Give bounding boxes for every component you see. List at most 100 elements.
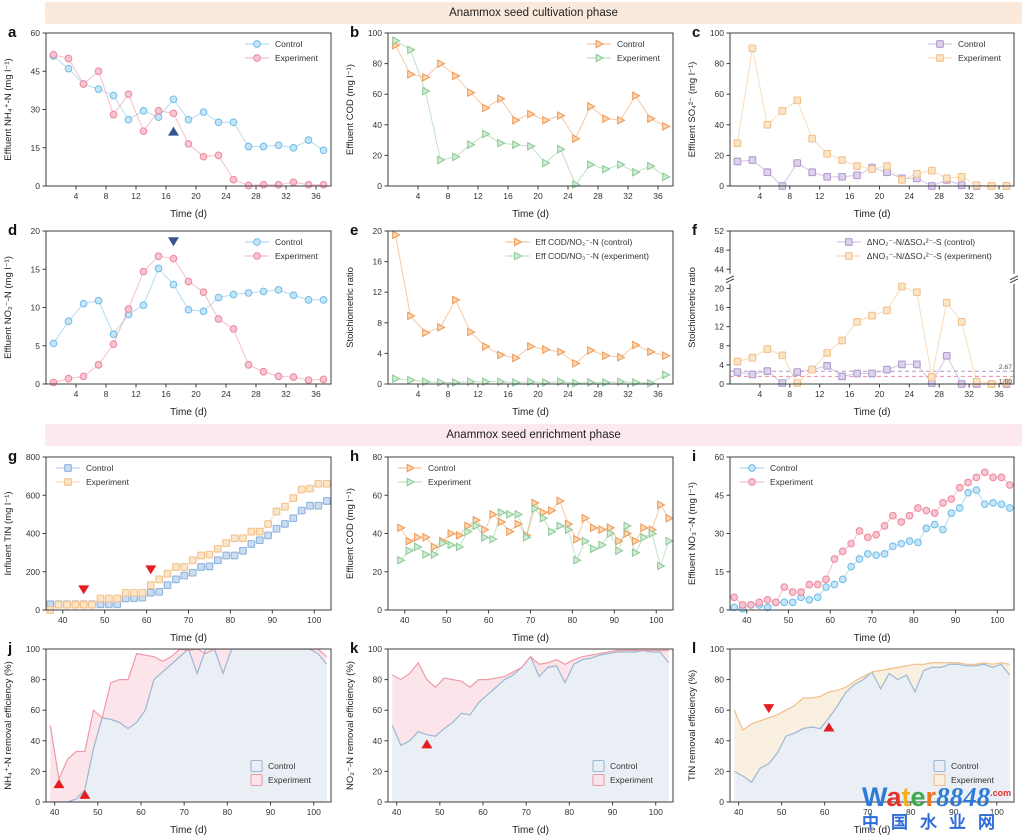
svg-text:100: 100	[710, 28, 724, 38]
svg-text:16: 16	[845, 389, 855, 399]
svg-text:90: 90	[951, 615, 961, 625]
svg-text:20: 20	[533, 191, 543, 201]
svg-text:100: 100	[649, 807, 663, 817]
svg-text:400: 400	[26, 529, 40, 539]
svg-text:8: 8	[787, 191, 792, 201]
svg-text:5: 5	[35, 341, 40, 351]
panel-letter-b: b	[350, 24, 360, 41]
svg-text:20: 20	[191, 389, 201, 399]
svg-text:Experiment: Experiment	[86, 477, 130, 487]
svg-text:20: 20	[373, 567, 383, 577]
svg-text:40: 40	[715, 120, 725, 130]
panel-letter-g: g	[8, 448, 18, 465]
svg-text:15: 15	[31, 143, 41, 153]
svg-text:80: 80	[373, 59, 383, 69]
svg-text:0: 0	[377, 181, 382, 191]
svg-text:4: 4	[416, 191, 421, 201]
chart-panel-d: 4 8 12 16 20 24 28 32 36 0 5 10 15 20 Time (d) Effluent…	[0, 222, 341, 420]
svg-text:0: 0	[377, 379, 382, 389]
svg-text:40: 40	[715, 736, 725, 746]
svg-text:60: 60	[31, 705, 41, 715]
svg-text:16: 16	[715, 303, 725, 313]
svg-text:600: 600	[26, 490, 40, 500]
svg-text:40: 40	[373, 529, 383, 539]
svg-text:50: 50	[93, 807, 103, 817]
chart-e-svg: 4 8 12 16 20 24 28 32 36 0 4 8 12 16 20 Time (d) Stoichi…	[345, 226, 674, 418]
svg-text:50: 50	[435, 807, 445, 817]
svg-text:28: 28	[593, 389, 603, 399]
svg-text:24: 24	[563, 389, 573, 399]
svg-text:40: 40	[392, 807, 402, 817]
svg-text:20: 20	[533, 389, 543, 399]
chart-panel-h: 40 50 60 70 80 90 100 0 20 40 60 80 Time (d) Effluent…	[342, 448, 683, 646]
legend-c: Control Experiment	[928, 39, 1002, 63]
svg-text:TIN removal efficiency (%): TIN removal efficiency (%)	[687, 670, 698, 781]
svg-text:20: 20	[31, 226, 41, 236]
svg-text:32: 32	[281, 389, 291, 399]
svg-text:4: 4	[416, 389, 421, 399]
svg-text:70: 70	[867, 615, 877, 625]
svg-text:50: 50	[784, 615, 794, 625]
chart-panel-a: 4 8 12 16 20 24 28 32 36 0 15 30 45 60 Time (d) Effluen…	[0, 24, 341, 222]
svg-text:100: 100	[368, 644, 382, 654]
svg-text:0: 0	[35, 181, 40, 191]
svg-text:ΔNO₂⁻-N/ΔSO₄²⁻-S (control): ΔNO₂⁻-N/ΔSO₄²⁻-S (control)	[867, 237, 975, 247]
svg-text:60: 60	[715, 705, 725, 715]
banner-enrichment-phase: Anammox seed enrichment phase	[45, 424, 1022, 446]
svg-text:100: 100	[649, 615, 663, 625]
chart-panel-f: 4 8 12 16 20 24 28 32 36 0 4 8 12 16 20 44 48 52 2.67 1.60 T…	[684, 222, 1024, 420]
legend-a: Control Experiment	[245, 39, 319, 63]
svg-text:Time (d): Time (d)	[170, 407, 207, 418]
svg-text:Effluent SO₄²⁻ (mg l⁻¹): Effluent SO₄²⁻ (mg l⁻¹)	[687, 62, 698, 158]
svg-text:Experiment: Experiment	[610, 775, 654, 785]
legend-j: Control Experiment	[250, 759, 312, 787]
svg-text:16: 16	[161, 191, 171, 201]
svg-text:52: 52	[715, 226, 725, 236]
legend-k: Control Experiment	[592, 759, 654, 787]
panel-letter-i: i	[692, 448, 697, 465]
svg-text:20: 20	[191, 191, 201, 201]
svg-text:20: 20	[373, 226, 383, 236]
chart-panel-j: 40 50 60 70 80 90 100 0 20 40 60 80 100 Time (d) NH₄⁺-…	[0, 640, 341, 838]
svg-text:Time (d): Time (d)	[170, 209, 207, 220]
svg-text:4: 4	[758, 389, 763, 399]
svg-text:0: 0	[719, 181, 724, 191]
svg-text:Experiment: Experiment	[770, 477, 814, 487]
svg-text:90: 90	[608, 807, 618, 817]
svg-text:40: 40	[400, 615, 410, 625]
svg-text:70: 70	[863, 807, 873, 817]
svg-text:Experiment: Experiment	[275, 251, 319, 261]
svg-text:20: 20	[715, 150, 725, 160]
svg-text:0: 0	[719, 605, 724, 615]
svg-text:Control: Control	[617, 39, 645, 49]
banner-cultivation-phase: Anammox seed cultivation phase	[45, 2, 1022, 24]
svg-text:90: 90	[949, 807, 959, 817]
svg-text:16: 16	[845, 191, 855, 201]
svg-text:Effluent COD (mg l⁻¹): Effluent COD (mg l⁻¹)	[345, 488, 356, 579]
chart-panel-g: 40 50 60 70 80 90 100 0 200 400 600 800 Time (d) Infl…	[0, 448, 341, 646]
svg-text:4: 4	[719, 360, 724, 370]
svg-text:16: 16	[503, 389, 513, 399]
svg-text:Effluent NO₂⁻-N (mg l⁻¹): Effluent NO₂⁻-N (mg l⁻¹)	[3, 256, 14, 359]
svg-text:100: 100	[990, 807, 1004, 817]
svg-text:16: 16	[503, 191, 513, 201]
svg-text:NH₄⁺-N removal efficiency (%): NH₄⁺-N removal efficiency (%)	[3, 661, 14, 790]
panel-letter-h: h	[350, 448, 360, 465]
svg-text:Time (d): Time (d)	[512, 633, 549, 644]
svg-text:8: 8	[104, 389, 109, 399]
svg-text:8: 8	[446, 389, 451, 399]
svg-text:Effluent COD (mg l⁻¹): Effluent COD (mg l⁻¹)	[345, 64, 356, 155]
svg-text:36: 36	[994, 389, 1004, 399]
svg-text:60: 60	[484, 615, 494, 625]
svg-text:8: 8	[787, 389, 792, 399]
svg-text:0: 0	[377, 605, 382, 615]
svg-text:20: 20	[875, 191, 885, 201]
svg-text:Time (d): Time (d)	[170, 633, 207, 644]
chart-h-svg: 40 50 60 70 80 90 100 0 20 40 60 80 Time (d) Effluent…	[345, 452, 674, 644]
svg-text:Control: Control	[268, 761, 296, 771]
svg-text:Control: Control	[86, 463, 114, 473]
svg-text:ΔNO₃⁻-N/ΔSO₄²⁻-S (experiment): ΔNO₃⁻-N/ΔSO₄²⁻-S (experiment)	[867, 251, 992, 261]
svg-text:Effluent NO₃⁻-N (mg l⁻¹): Effluent NO₃⁻-N (mg l⁻¹)	[687, 482, 698, 585]
svg-text:50: 50	[100, 615, 110, 625]
